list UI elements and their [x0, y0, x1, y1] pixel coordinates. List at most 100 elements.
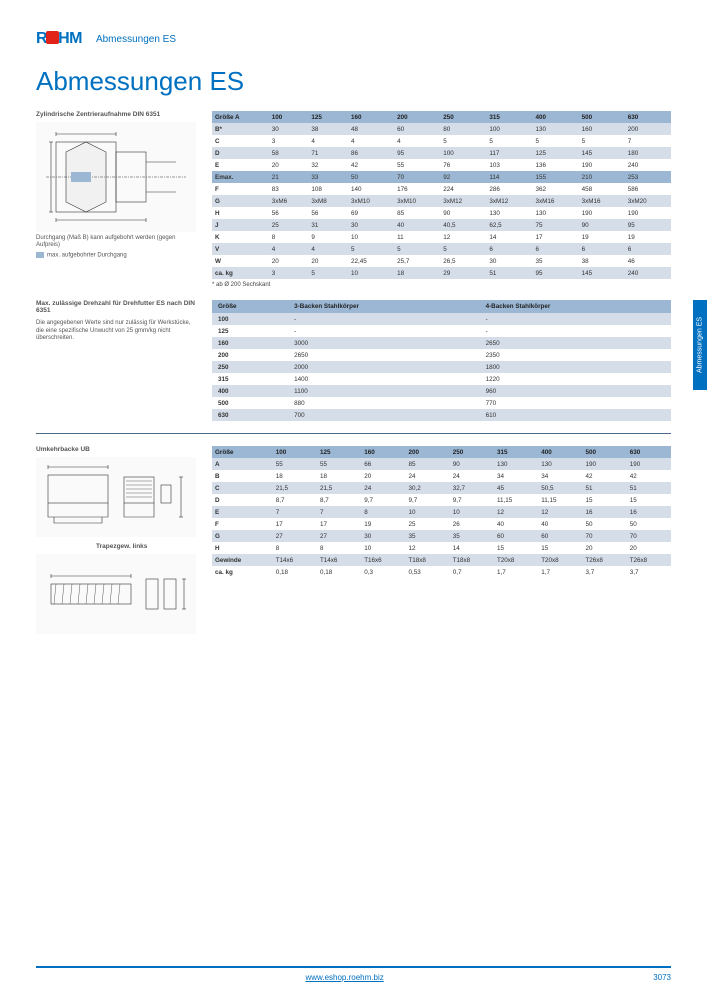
table-cell: 3xM16 [579, 195, 625, 207]
table-cell: 8 [269, 231, 309, 243]
table-cell: 15 [582, 494, 626, 506]
diagram1-title: Zylindrische Zentrieraufnahme DIN 6351 [36, 111, 196, 118]
table-cell: 7 [625, 135, 671, 147]
table-cell: B* [212, 123, 269, 135]
table-cell: 22,45 [348, 255, 394, 267]
table-cell: 0,18 [273, 566, 317, 578]
table-cell: 315 [212, 373, 288, 385]
column-header: 500 [579, 111, 625, 123]
table-cell: 6 [625, 243, 671, 255]
table-cell: 500 [212, 397, 288, 409]
table-cell: 90 [440, 207, 486, 219]
page-title: Abmessungen ES [36, 66, 671, 97]
table-cell: 35 [450, 530, 494, 542]
table-cell: 700 [288, 409, 479, 421]
table-cell: 20 [361, 470, 405, 482]
table-cell: Emax. [212, 171, 269, 183]
column-header: 250 [440, 111, 486, 123]
table-cell: 400 [212, 385, 288, 397]
table-cell: 190 [627, 458, 671, 470]
table-cell: 20 [627, 542, 671, 554]
section2-heading: Max. zulässige Drehzahl für Dreh­futter … [36, 300, 196, 314]
table-cell: 27 [273, 530, 317, 542]
table-cell: 62,5 [486, 219, 532, 231]
table-cell: 20 [269, 255, 309, 267]
table-row: 16030002650 [212, 337, 671, 349]
table-cell: 176 [394, 183, 440, 195]
table-cell: 10 [361, 542, 405, 554]
table-cell: 56 [269, 207, 309, 219]
table-cell: 2650 [288, 349, 479, 361]
table-cell: 190 [582, 458, 626, 470]
table-cell: 32 [308, 159, 348, 171]
column-header: 200 [394, 111, 440, 123]
table-cell: 58 [269, 147, 309, 159]
table-cell: 2000 [288, 361, 479, 373]
table-cell: 630 [212, 409, 288, 421]
table-row: A5555668590130130190190 [212, 458, 671, 470]
table-cell: 1,7 [494, 566, 538, 578]
table-cell: 200 [212, 349, 288, 361]
table-cell: 286 [486, 183, 532, 195]
table-cell: 17 [317, 518, 361, 530]
table-row: GewindeT14x6T14x6T16x6T18x8T18x8T20x8T20… [212, 554, 671, 566]
table-cell: 42 [627, 470, 671, 482]
table-cell: 21,5 [273, 482, 317, 494]
table-cell: 5 [440, 243, 486, 255]
table-cell: 2650 [480, 337, 671, 349]
table-cell: 30 [348, 219, 394, 231]
table-cell: 40 [538, 518, 582, 530]
table-cell: 130 [538, 458, 582, 470]
table-cell: 5 [308, 267, 348, 279]
table-cell: 140 [348, 183, 394, 195]
table-cell: 20 [308, 255, 348, 267]
table-cell: 14 [486, 231, 532, 243]
table-cell: 12 [494, 506, 538, 518]
table-cell: ca. kg [212, 566, 273, 578]
table-cell: 70 [627, 530, 671, 542]
table-cell: 40 [494, 518, 538, 530]
table-row: G272730353560607070 [212, 530, 671, 542]
table-cell: 51 [627, 482, 671, 494]
table-cell: 85 [405, 458, 449, 470]
table-cell: 51 [486, 267, 532, 279]
diagram1-caption1: Durchgang (Maß B) kann aufgebohrt werden… [36, 235, 196, 249]
column-header: 630 [625, 111, 671, 123]
table-row: B181820242434344242 [212, 470, 671, 482]
table-cell: 130 [486, 207, 532, 219]
table-cell: 24 [361, 482, 405, 494]
table-cell: B [212, 470, 273, 482]
table-cell: 145 [579, 267, 625, 279]
table-cell: T20x8 [494, 554, 538, 566]
table-cell: J [212, 219, 269, 231]
column-header: 500 [582, 446, 626, 458]
table-cell: 3000 [288, 337, 479, 349]
table-cell: 610 [480, 409, 671, 421]
table-cell: 76 [440, 159, 486, 171]
table-cell: 38 [579, 255, 625, 267]
table-row: B*3038486080100130160200 [212, 123, 671, 135]
diagram3-title2: Trapezgew. links [96, 543, 196, 550]
table-cell: - [480, 313, 671, 325]
table-cell: 25,7 [394, 255, 440, 267]
table-cell: D [212, 147, 269, 159]
footer-link[interactable]: www.eshop.roehm.biz [305, 973, 383, 982]
column-header: 100 [269, 111, 309, 123]
table-cell: 1100 [288, 385, 479, 397]
table-row: 25020001800 [212, 361, 671, 373]
table-cell: 0,7 [450, 566, 494, 578]
table-cell: K [212, 231, 269, 243]
table-cell: 250 [212, 361, 288, 373]
table-cell: 31 [308, 219, 348, 231]
table-cell: 155 [533, 171, 579, 183]
column-header: 315 [486, 111, 532, 123]
table-cell: 15 [627, 494, 671, 506]
table-cell: 3xM12 [486, 195, 532, 207]
table-cell: 34 [538, 470, 582, 482]
table-cell: 8 [317, 542, 361, 554]
table-cell: 125 [533, 147, 579, 159]
table-cell: - [288, 313, 479, 325]
table-cell: 17 [273, 518, 317, 530]
table-cell: 18 [394, 267, 440, 279]
table-cell: E [212, 159, 269, 171]
